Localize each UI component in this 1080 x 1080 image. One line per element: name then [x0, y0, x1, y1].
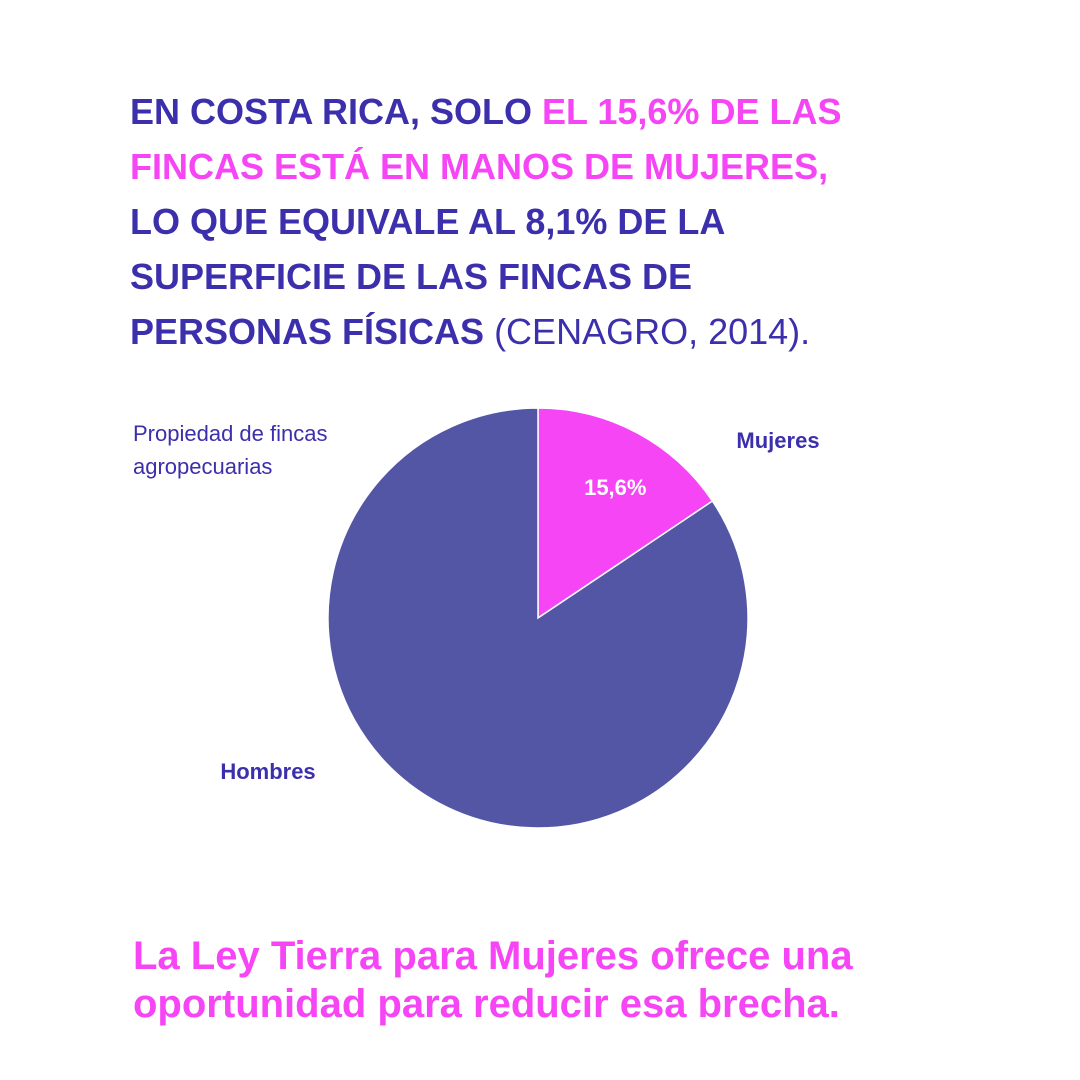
- pie-slice: [537, 407, 714, 620]
- pie-slice: [327, 407, 749, 829]
- headline-segment: (CENAGRO, 2014).: [484, 311, 811, 352]
- headline-line: FINCAS ESTÁ EN MANOS DE MUJERES,: [130, 139, 841, 194]
- headline-segment: LO QUE EQUIVALE AL 8,1% DE LA: [130, 201, 726, 242]
- category-label: Mujeres: [736, 428, 819, 453]
- headline-segment: PERSONAS FÍSICAS: [130, 311, 485, 352]
- headline: EN COSTA RICA, SOLO EL 15,6% DE LAS FINCA…: [130, 84, 841, 359]
- headline-segment: EL 15,6% DE LAS: [542, 91, 842, 132]
- chart-title: Propiedad de fincas agropecuarias: [133, 421, 328, 479]
- headline-segment: EN COSTA RICA, SOLO: [130, 91, 543, 132]
- headline-line: PERSONAS FÍSICAS (CENAGRO, 2014).: [130, 304, 841, 359]
- category-label: Hombres: [220, 759, 315, 784]
- headline-segment: SUPERFICIE DE LAS FINCAS DE: [130, 256, 693, 297]
- headline-line: EN COSTA RICA, SOLO EL 15,6% DE LAS: [130, 84, 841, 139]
- footer: La Ley Tierra para Mujeres ofrece una op…: [133, 934, 853, 1026]
- headline-segment: FINCAS ESTÁ EN MANOS DE MUJERES,: [130, 146, 829, 187]
- headline-line: LO QUE EQUIVALE AL 8,1% DE LA: [130, 194, 841, 249]
- value-label: 15,6%: [584, 475, 646, 500]
- headline-line: SUPERFICIE DE LAS FINCAS DE: [130, 249, 841, 304]
